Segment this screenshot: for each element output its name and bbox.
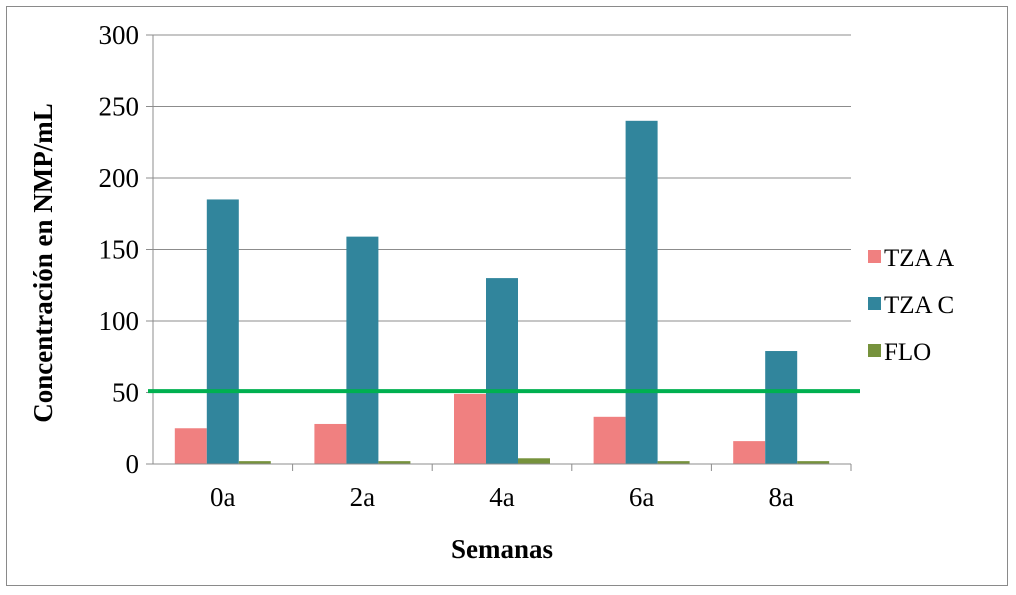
y-tick-label: 50 <box>112 378 139 408</box>
bar <box>378 461 411 464</box>
y-tick-label: 250 <box>99 92 140 122</box>
bar <box>314 423 347 464</box>
x-tick-label: 2a <box>350 482 376 512</box>
bar <box>625 120 658 465</box>
legend-swatch <box>868 297 881 310</box>
x-axis-title: Semanas <box>451 534 553 564</box>
x-tick-label: 0a <box>210 482 236 512</box>
y-tick-label: 200 <box>99 163 140 193</box>
bars <box>174 120 830 465</box>
legend-swatch <box>868 250 881 263</box>
legend-label: TZA C <box>884 292 954 319</box>
bar <box>593 416 626 464</box>
bar <box>486 278 518 464</box>
y-tick-label: 150 <box>99 235 140 265</box>
y-tick-label: 300 <box>99 20 140 50</box>
legend-swatch <box>868 344 881 357</box>
bar <box>174 428 207 464</box>
bar <box>206 199 239 464</box>
y-tick-label: 100 <box>99 306 140 336</box>
bar <box>797 461 830 464</box>
bar <box>518 458 550 464</box>
legend-label: TZA A <box>884 245 954 272</box>
x-tick-labels: 0a 2a 4a 6a 8a <box>210 482 794 512</box>
bar <box>733 441 766 464</box>
bar <box>657 461 690 464</box>
bar <box>765 351 798 464</box>
x-tick-label: 6a <box>629 482 655 512</box>
bar <box>454 393 486 464</box>
bar <box>238 461 271 464</box>
x-tick-label: 8a <box>768 482 794 512</box>
bar <box>346 236 379 464</box>
legend: TZA A TZA C FLO <box>868 245 954 366</box>
x-tick-label: 4a <box>489 482 515 512</box>
legend-label: FLO <box>884 339 931 366</box>
y-tick-labels: 0 50 100 150 200 250 300 <box>99 20 140 479</box>
y-tick-label: 0 <box>126 449 140 479</box>
y-axis-title: Concentración en NMP/mL <box>28 103 58 422</box>
